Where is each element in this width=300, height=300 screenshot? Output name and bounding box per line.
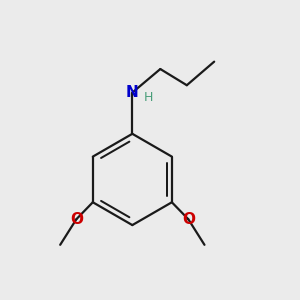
Text: O: O (70, 212, 83, 227)
Text: H: H (144, 91, 153, 104)
Text: O: O (182, 212, 195, 227)
Text: N: N (126, 85, 139, 100)
